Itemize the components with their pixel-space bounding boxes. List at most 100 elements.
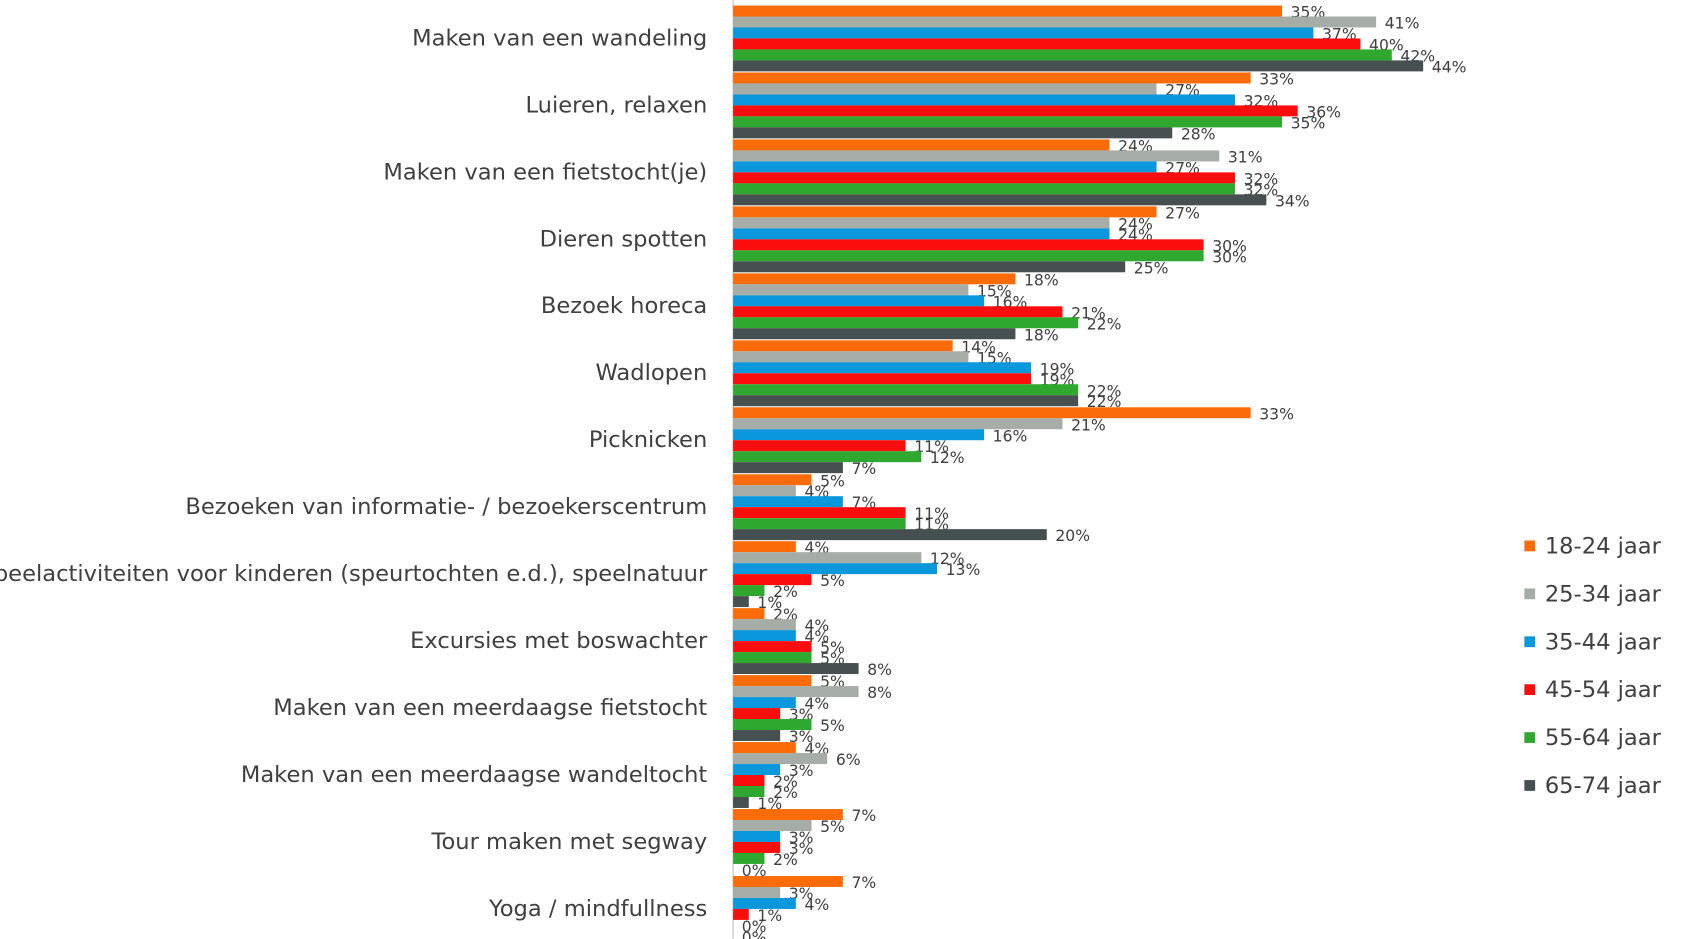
value-label: 21% [1071,304,1106,322]
bar [733,60,1424,72]
value-label: 28% [1181,125,1216,143]
value-label: 25% [1134,259,1169,277]
bar [733,541,796,553]
bar [733,809,843,821]
bar [733,663,859,675]
category-label: Tour maken met segway [430,829,707,855]
bar [733,908,749,920]
bar [733,49,1392,61]
bar [733,362,1032,374]
value-label: 0% [742,929,767,939]
value-label: 3% [789,829,814,847]
bar [733,742,796,754]
bar [733,518,906,530]
value-label: 22% [1087,315,1122,333]
legend-label: 35-44 jaar [1545,629,1662,655]
value-label: 2% [773,851,798,869]
bar [733,462,843,474]
bar [733,764,781,776]
category-label: Speelactiviteiten voor kinderen (speurto… [0,561,708,587]
bar [733,94,1235,106]
value-label: 0% [742,918,767,936]
bar [733,886,781,898]
bar [733,105,1298,117]
bar [733,753,828,765]
category-label: Dieren spotten [540,226,708,252]
value-label: 19% [1040,360,1075,378]
value-label: 30% [1212,237,1247,255]
value-label: 7% [852,874,877,892]
value-label: 11% [914,505,949,523]
bar [733,697,796,709]
value-label: 3% [789,728,814,746]
value-label: 5% [820,639,845,657]
value-label: 20% [1055,527,1090,545]
value-label: 3% [789,762,814,780]
legend-swatch [1524,588,1536,600]
value-label: 1% [757,795,782,813]
value-label: 3% [789,840,814,858]
bar [733,250,1204,262]
value-label: 2% [773,583,798,601]
bar [733,183,1235,195]
bar [733,830,781,842]
value-label: 18% [1024,271,1059,289]
bar [733,820,812,831]
bar [733,161,1157,173]
bar [733,507,906,519]
value-label: 1% [757,907,782,925]
value-label: 32% [1244,170,1279,188]
legend-swatch [1524,732,1536,743]
bar [733,284,969,296]
bar [733,217,1110,229]
legend-label: 55-64 jaar [1545,725,1662,751]
value-label: 8% [867,661,892,679]
category-label: Luieren, relaxen [525,92,707,118]
value-label: 4% [804,896,829,914]
value-label: 34% [1275,192,1310,210]
bar [733,608,765,620]
bar [733,451,922,463]
bar [733,596,749,608]
category-label: Yoga / mindfullness [488,896,707,922]
value-label: 1% [757,594,782,612]
category-label: Maken van een fietstocht(je) [383,159,707,185]
legend-label: 25-34 jaar [1545,581,1662,607]
category-label: Excursies met boswachter [410,628,708,654]
value-label: 33% [1259,405,1294,423]
value-label: 13% [946,561,981,579]
bar [733,407,1251,419]
bar [733,675,812,687]
value-label: 30% [1212,248,1247,266]
value-label: 5% [820,572,845,590]
category-label: Bezoek horeca [541,293,707,319]
value-label: 6% [836,751,861,769]
value-label: 14% [961,338,996,356]
value-label: 22% [1087,382,1122,400]
legend-swatch [1524,540,1536,552]
value-label: 2% [773,784,798,802]
bar [733,127,1173,139]
bar [733,317,1079,329]
bar [733,652,812,664]
value-label: 0% [742,862,767,880]
value-label: 4% [804,695,829,713]
value-label: 31% [1228,148,1263,166]
bar [733,261,1126,273]
bar [733,429,985,441]
value-label: 2% [773,773,798,791]
category-label: Maken van een meerdaagse fietstocht [273,695,707,721]
bar [733,474,812,486]
category-label: Maken van een meerdaagse wandeltocht [241,762,708,788]
bar [733,641,812,653]
value-label: 41% [1385,15,1420,33]
bar [733,786,765,797]
bar [733,897,796,909]
category-label: Maken van een wandeling [412,25,707,51]
value-label: 36% [1306,103,1341,121]
bar [733,563,937,575]
bar [733,373,1032,385]
bar [733,730,781,742]
bar [733,194,1267,206]
